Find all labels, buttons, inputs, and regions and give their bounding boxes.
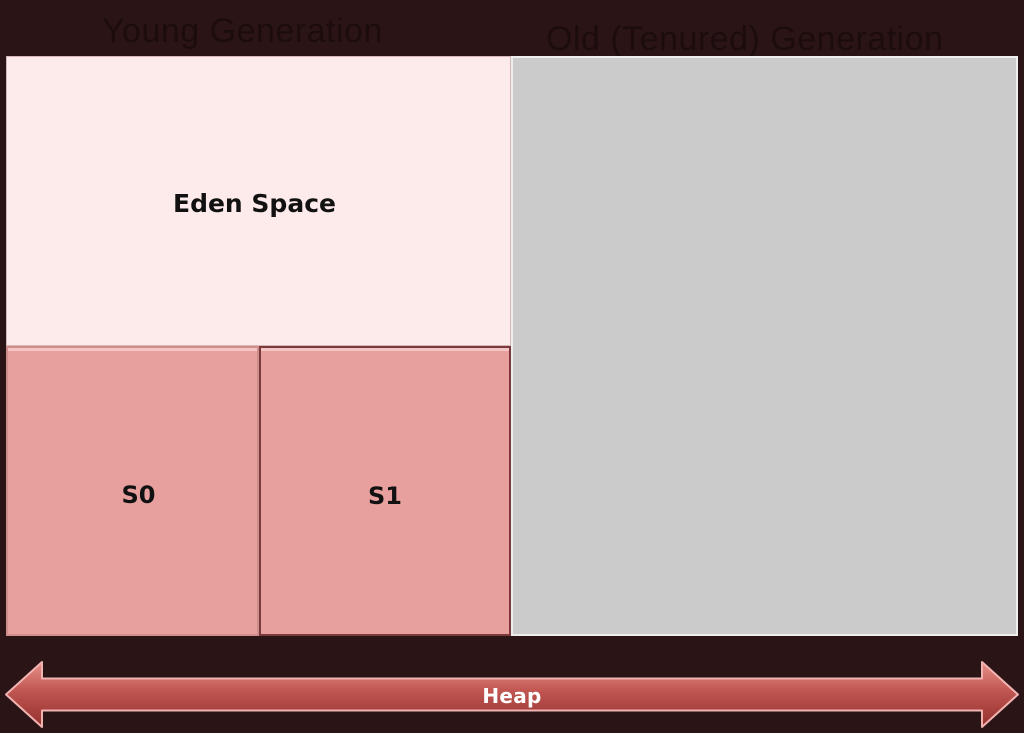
young-generation-heading: Young Generation — [102, 12, 383, 50]
survivor-s1-label: S1 — [368, 482, 402, 510]
eden-space-box: Eden Space — [6, 56, 511, 346]
survivor-s1-box: S1 — [259, 346, 511, 636]
eden-space-label: Eden Space — [173, 188, 336, 218]
heap-double-arrow — [5, 661, 1019, 728]
old-generation-box — [511, 56, 1018, 636]
survivor-s0-label: S0 — [121, 481, 156, 509]
heap-label: Heap — [482, 684, 542, 708]
survivor-s0-box: S0 — [6, 346, 259, 636]
old-generation-heading: Old (Tenured) Generation — [546, 20, 944, 58]
